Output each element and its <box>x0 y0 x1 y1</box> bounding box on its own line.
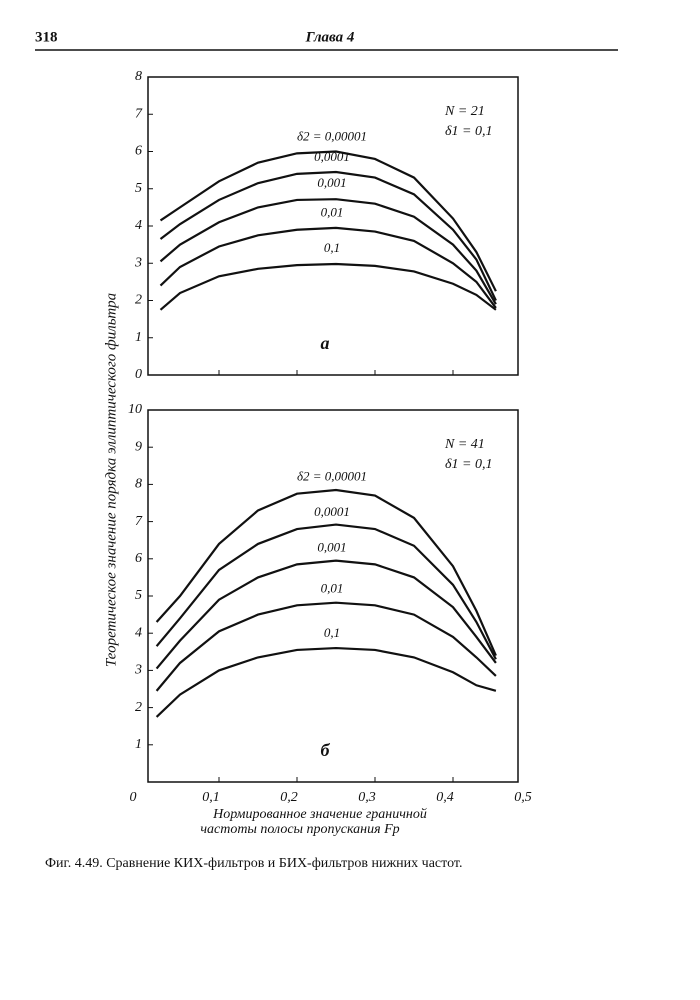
curve-label: 0,0001 <box>314 149 350 164</box>
y-tick-label: 3 <box>134 255 142 270</box>
curve <box>159 226 497 309</box>
x-axis-label: Нормированное значение граничной <box>212 807 427 822</box>
y-tick-label: 1 <box>135 737 142 752</box>
y-tick-label: 3 <box>134 663 142 678</box>
x-tick-label: 0,2 <box>280 790 298 805</box>
y-tick-label: 1 <box>135 330 142 345</box>
annotation: N = 21 <box>444 104 485 119</box>
curve <box>159 262 497 311</box>
y-tick-label: 9 <box>135 439 142 454</box>
panel-label: б <box>321 740 331 760</box>
y-tick-label: 6 <box>135 551 142 566</box>
curve-label: δ2 = 0,00001 <box>297 469 367 484</box>
x-axis-label: частоты полосы пропускания Fp <box>200 822 399 837</box>
y-tick-label: 7 <box>135 514 143 529</box>
caption: Фиг. 4.49. Сравнение КИХ-фильтров и БИХ-… <box>45 856 462 871</box>
curve-label: 0,01 <box>321 580 344 595</box>
y-tick-label: 6 <box>135 144 142 159</box>
curve-label: 0,1 <box>324 240 340 255</box>
curve <box>155 523 497 660</box>
x-tick-label: 0,5 <box>514 790 532 805</box>
curve-label: 0,001 <box>317 175 346 190</box>
curve <box>155 646 497 718</box>
curve-label: δ2 = 0,00001 <box>297 128 367 143</box>
curve <box>159 198 497 305</box>
annotation: δ1 = 0,1 <box>445 457 492 472</box>
x-tick-label: 0,1 <box>202 790 220 805</box>
x-tick-label: 0 <box>130 790 137 805</box>
x-tick-label: 0,3 <box>358 790 376 805</box>
y-tick-label: 7 <box>135 106 143 121</box>
y-tick-label: 2 <box>135 700 142 715</box>
y-tick-label: 0 <box>135 367 142 382</box>
chapter-title: Глава 4 <box>305 29 355 45</box>
y-tick-label: 8 <box>135 477 142 492</box>
curve <box>155 488 497 656</box>
annotation: δ1 = 0,1 <box>445 124 492 139</box>
curve <box>155 559 497 670</box>
curve-label: 0,1 <box>324 625 340 640</box>
curve <box>159 150 497 292</box>
y-tick-label: 4 <box>135 218 142 233</box>
curve-label: 0,01 <box>321 205 344 220</box>
annotation: N = 41 <box>444 437 485 452</box>
y-tick-label: 5 <box>135 181 142 196</box>
y-tick-label: 5 <box>135 588 142 603</box>
y-tick-label: 2 <box>135 293 142 308</box>
x-tick-label: 0,4 <box>436 790 454 805</box>
curve <box>155 601 497 692</box>
y-axis-label: Теоретическое значение порядка эллиптиче… <box>103 293 119 667</box>
y-tick-label: 8 <box>135 69 142 84</box>
page-number: 318 <box>35 29 58 45</box>
curve-label: 0,001 <box>317 539 346 554</box>
plot-frame <box>147 76 519 376</box>
y-tick-label: 10 <box>128 402 142 417</box>
panel-label: а <box>321 333 330 353</box>
curve <box>159 170 497 301</box>
curve-label: 0,0001 <box>314 504 350 519</box>
y-tick-label: 4 <box>135 625 142 640</box>
